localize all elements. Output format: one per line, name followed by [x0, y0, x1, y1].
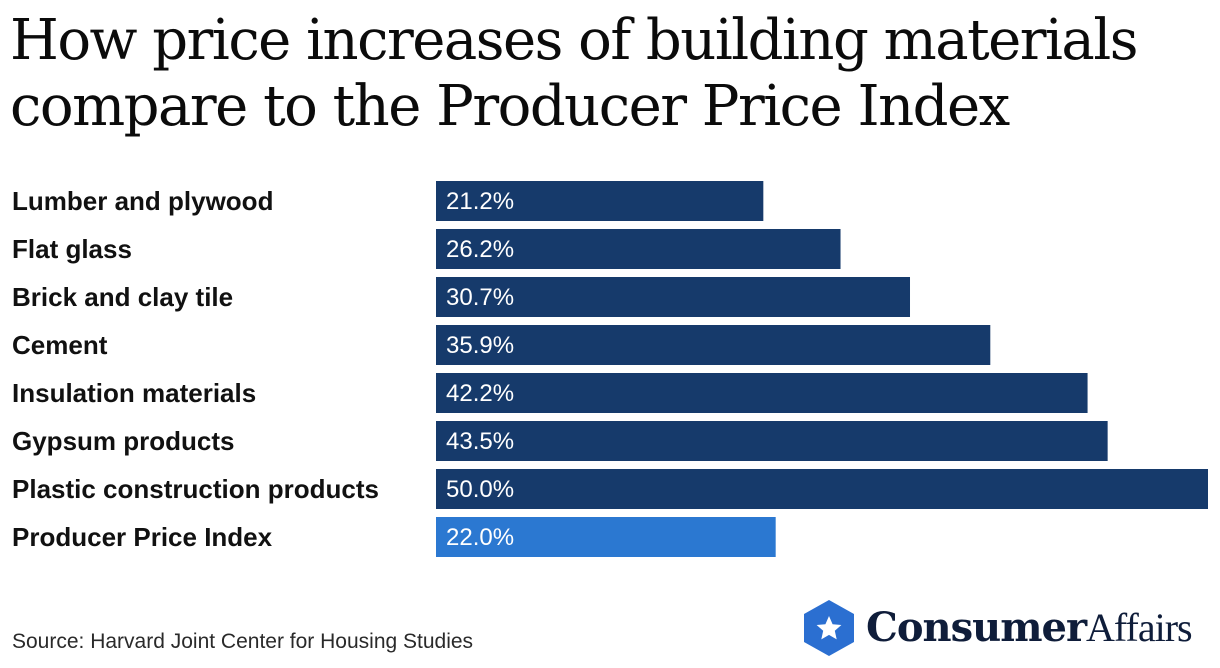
star-hexagon-icon	[804, 600, 854, 656]
bar-value-label: 26.2%	[446, 236, 514, 263]
category-label: Cement	[12, 330, 108, 360]
bar	[436, 421, 1108, 461]
category-label: Plastic construction products	[12, 474, 379, 504]
bar	[436, 325, 991, 365]
bar-value-label: 21.2%	[446, 188, 514, 215]
source-note: Source: Harvard Joint Center for Housing…	[12, 630, 474, 653]
category-label: Producer Price Index	[12, 522, 273, 552]
consumeraffairs-logo: ConsumerAffairs	[802, 598, 1193, 658]
chart-title: How price increases of building material…	[10, 8, 1210, 140]
bar	[436, 469, 1208, 509]
category-label: Brick and clay tile	[12, 282, 233, 312]
bar-highlight	[436, 517, 776, 557]
bar-value-label: 42.2%	[446, 380, 514, 407]
chart-title-line-2: compare to the Producer Price Index	[10, 74, 1010, 139]
brand-name-part2: Affairs	[1086, 605, 1193, 650]
category-label: Insulation materials	[12, 378, 256, 408]
bar-value-label: 43.5%	[446, 428, 514, 455]
bar	[436, 181, 764, 221]
bar-value-label: 50.0%	[446, 476, 514, 503]
category-label: Lumber and plywood	[12, 186, 273, 216]
chart-title-line-1: How price increases of building material…	[10, 8, 1138, 73]
bar-value-label: 30.7%	[446, 284, 514, 311]
bar-value-label: 22.0%	[446, 524, 514, 551]
brand-name-part1: Consumer	[866, 604, 1087, 651]
category-label: Flat glass	[12, 234, 132, 264]
bar-value-label: 35.9%	[446, 332, 514, 359]
brand-name: ConsumerAffairs	[866, 598, 1193, 658]
category-label: Gypsum products	[12, 426, 234, 456]
bar	[436, 373, 1088, 413]
bar	[436, 277, 911, 317]
bar	[436, 229, 841, 269]
